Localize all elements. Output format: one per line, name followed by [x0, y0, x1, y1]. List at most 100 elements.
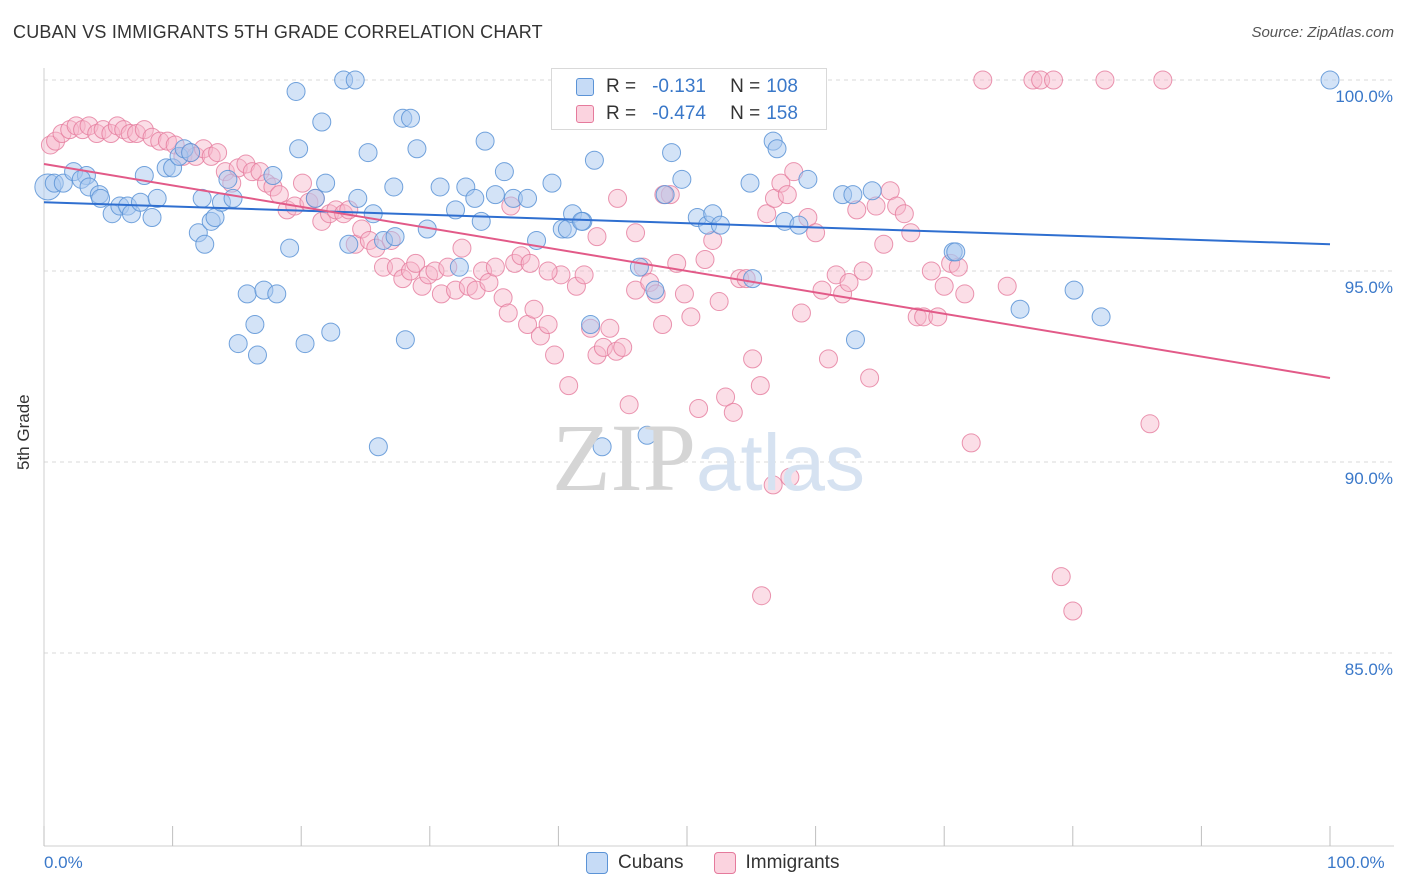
immigrants-point: [1140, 414, 1160, 434]
cubans-point: [345, 70, 365, 90]
immigrants-point: [587, 345, 607, 365]
cubans-point: [223, 188, 243, 208]
immigrants-point: [763, 475, 783, 495]
immigrants-point: [709, 292, 729, 312]
cubans-point: [449, 257, 469, 277]
immigrants-point: [907, 307, 927, 327]
immigrants-point: [452, 238, 472, 258]
cubans-point: [767, 139, 787, 159]
immigrants-point: [894, 204, 914, 224]
cubans-point: [672, 169, 692, 189]
legend-row-immigrants: R = -0.474 N = 158: [576, 103, 798, 125]
y-tick-label: 100.0%: [1335, 87, 1393, 106]
immigrants-point: [538, 261, 558, 281]
axes: [43, 68, 1394, 847]
immigrants-point: [587, 227, 607, 247]
cubans-point: [471, 211, 491, 231]
immigrants-point: [812, 280, 832, 300]
immigrants-point: [921, 261, 941, 281]
immigrants-point: [120, 123, 140, 143]
cubans-point: [581, 314, 601, 334]
cubans-point: [584, 150, 604, 170]
immigrants-point: [530, 326, 550, 346]
cubans-point: [629, 257, 649, 277]
cubans-point: [312, 112, 332, 132]
immigrants-point: [46, 131, 66, 151]
immigrants-point: [1051, 567, 1071, 587]
immigrants-point: [40, 135, 60, 155]
cubans-point: [401, 108, 421, 128]
legend-r-label: R =: [606, 103, 637, 124]
stats-legend: R = -0.131 N = 108 R = -0.474 N = 158: [551, 68, 827, 130]
cubans-point: [339, 234, 359, 254]
immigrants-point: [150, 131, 170, 151]
immigrants-point: [743, 349, 763, 369]
cubans-point: [645, 280, 665, 300]
cubans-point: [348, 188, 368, 208]
legend-swatch-immigrants: [576, 105, 594, 123]
immigrants-point: [777, 185, 797, 205]
immigrants-point: [955, 284, 975, 304]
immigrants-point: [887, 196, 907, 216]
cubans-point: [385, 227, 405, 247]
immigrants-point: [505, 253, 525, 273]
immigrants-point: [431, 284, 451, 304]
immigrants-point: [386, 257, 406, 277]
cubans-point: [247, 345, 267, 365]
immigrants-point: [689, 399, 709, 419]
cubans-point: [245, 314, 265, 334]
immigrants-point: [1023, 70, 1043, 90]
legend-r-value: -0.131: [652, 76, 706, 97]
legend-label-immigrants: Immigrants: [745, 852, 840, 873]
immigrants-point: [538, 314, 558, 334]
cubans-point: [395, 330, 415, 350]
cubans-point: [237, 284, 257, 304]
immigrants-point: [545, 345, 565, 365]
cubans-point: [662, 143, 682, 163]
immigrants-point: [757, 204, 777, 224]
immigrants-point: [973, 70, 993, 90]
cubans-point: [368, 437, 388, 457]
cubans-point: [286, 81, 306, 101]
immigrants-point: [874, 234, 894, 254]
immigrants-point: [559, 376, 579, 396]
immigrants-point: [600, 318, 620, 338]
cubans-point: [446, 200, 466, 220]
immigrants-point: [723, 402, 743, 422]
immigrants-point: [406, 253, 426, 273]
cubans-point: [843, 185, 863, 205]
cubans-point: [798, 169, 818, 189]
cubans-point: [130, 192, 150, 212]
cubans-point: [316, 173, 336, 193]
immigrants-point: [771, 173, 791, 193]
immigrants-point: [312, 211, 332, 231]
cubans-point: [181, 143, 201, 163]
cubans-point: [384, 177, 404, 197]
immigrants-point: [498, 303, 518, 323]
legend-item-immigrants: Immigrants: [713, 852, 840, 874]
legend-n-value: 158: [766, 103, 798, 124]
x-tick-label: 100.0%: [1327, 853, 1385, 872]
cubans-point: [1320, 70, 1340, 90]
immigrants-point: [716, 387, 736, 407]
immigrants-point: [520, 253, 540, 273]
cubans-point: [637, 425, 657, 445]
cubans-point: [475, 131, 495, 151]
legend-n-label: N =: [730, 103, 761, 124]
legend-r-value: -0.474: [652, 103, 706, 124]
immigrants-point: [997, 276, 1017, 296]
immigrants-point: [752, 586, 772, 606]
immigrants-point: [292, 173, 312, 193]
cubans-point: [321, 322, 341, 342]
cubans-point: [142, 208, 162, 228]
cubans-point: [280, 238, 300, 258]
cubans-point: [655, 185, 675, 205]
cubans-point: [1010, 299, 1030, 319]
legend-swatch-immigrants: [713, 852, 736, 874]
immigrants-point: [393, 269, 413, 289]
immigrants-point: [613, 337, 633, 357]
immigrants-trend-line: [43, 163, 1331, 379]
immigrants-point: [425, 261, 445, 281]
immigrants-point: [928, 307, 948, 327]
cubans-point: [743, 269, 763, 289]
